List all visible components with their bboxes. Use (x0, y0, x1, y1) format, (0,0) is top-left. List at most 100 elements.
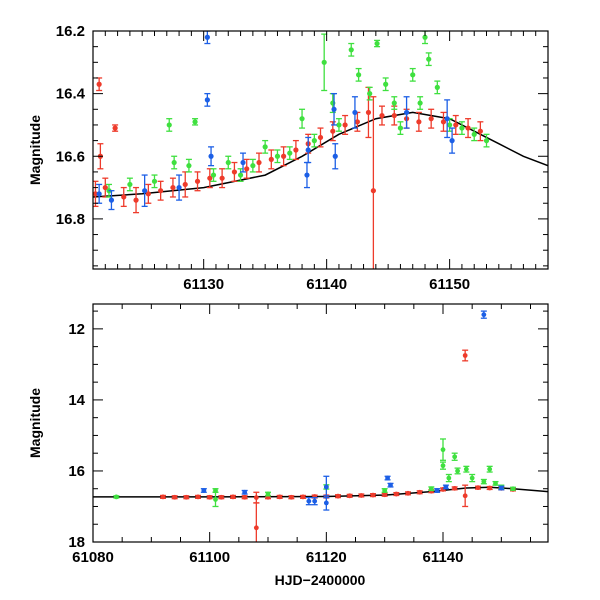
top-green-point (374, 40, 380, 47)
top-green-point (262, 144, 268, 150)
top-y-tick-label: 16.4 (56, 86, 86, 103)
top-blue-point (352, 109, 358, 116)
top-blue-point (305, 147, 311, 153)
top-y-tick-label: 16.2 (56, 23, 85, 40)
top-green-point (397, 125, 404, 131)
top-blue-point (444, 116, 450, 122)
bottom-red-point (475, 485, 481, 491)
bottom-red-point (487, 485, 493, 491)
top-red-point (281, 153, 287, 159)
bottom-blue-point (434, 488, 440, 493)
top-green-point (459, 125, 465, 131)
top-green-point (471, 131, 477, 137)
bottom-red-point (370, 492, 376, 498)
bottom-red-point (253, 525, 259, 531)
bottom-red-point (230, 494, 236, 500)
top-blue-point (240, 159, 246, 166)
bottom-green-point (452, 454, 458, 460)
top-green-point (383, 81, 389, 87)
top-points-layer (93, 31, 490, 269)
top-green-point (356, 72, 362, 78)
top-green-point (426, 56, 432, 62)
bottom-red-point (417, 489, 423, 495)
top-green-point (287, 150, 293, 156)
bottom-red-point (207, 494, 213, 500)
bottom-green-point (382, 488, 388, 493)
top-blue-point (331, 106, 337, 112)
bottom-green-point (428, 486, 434, 492)
bottom-red-point (277, 494, 283, 500)
bottom-blue-point (323, 500, 329, 506)
top-red-point (170, 184, 176, 191)
bottom-y-tick-label: 14 (68, 392, 85, 409)
top-red-point (342, 122, 348, 128)
bottom-blue-point (323, 484, 329, 490)
bottom-red-point (172, 494, 178, 500)
top-red-point (133, 197, 139, 203)
top-red-point (102, 184, 108, 191)
top-red-point (354, 119, 360, 125)
top-red-point (268, 156, 274, 162)
top-green-point (299, 116, 305, 122)
bottom-red-point (382, 492, 388, 498)
top-green-point (311, 138, 317, 144)
bottom-y-tick-label: 12 (68, 321, 85, 338)
bottom-x-tick-label: 61100 (189, 549, 230, 566)
top-blue-point (204, 97, 210, 103)
top-green-point (410, 72, 416, 78)
top-green-point (151, 178, 158, 184)
top-blue-point (176, 184, 182, 191)
top-model-curve (93, 111, 548, 198)
top-red-point (370, 188, 376, 194)
top-green-point (166, 122, 172, 128)
top-blue-point (208, 153, 214, 159)
top-red-point (121, 194, 127, 200)
top-red-point (145, 191, 151, 197)
bottom-red-point (462, 353, 468, 358)
top-green-point (417, 100, 423, 106)
bottom-blue-point (388, 482, 393, 488)
bottom-green-point (113, 494, 119, 500)
top-red-point (158, 188, 164, 194)
top-panel-zoom: 61130 61140 61150 16.2 16.4 16.6 16.8 Magnitud… (27, 23, 549, 293)
bottom-series-blue (200, 310, 505, 511)
top-red-point (194, 178, 201, 184)
bottom-y-tick-label: 16 (68, 463, 85, 480)
bottom-green-point (440, 447, 446, 453)
bottom-x-tick-label: 61120 (306, 549, 347, 566)
top-red-point (465, 125, 471, 131)
bottom-red-point (160, 494, 166, 500)
top-series-red (93, 77, 484, 269)
top-green-point (422, 34, 428, 40)
top-green-point (391, 100, 397, 106)
top-red-point (477, 128, 483, 134)
top-green-point (250, 163, 256, 169)
top-red-point (244, 166, 250, 172)
top-green-point (225, 159, 231, 166)
top-red-point (96, 81, 102, 87)
bottom-red-point (335, 493, 341, 499)
top-red-point (93, 191, 99, 197)
bottom-red-point (242, 494, 248, 500)
bottom-x-axis-label: HJD−2400000 (275, 572, 366, 588)
top-green-point (367, 91, 373, 97)
top-y-axis-label: Magnitude (27, 115, 43, 185)
top-blue-point (403, 109, 410, 116)
bottom-green-point (469, 475, 475, 481)
bottom-x-tick-label: 61080 (72, 549, 114, 566)
bottom-y-tick-label: 18 (68, 534, 85, 551)
top-blue-point (108, 197, 115, 203)
bottom-red-point (452, 485, 458, 491)
top-blue-point (304, 172, 310, 178)
bottom-blue-point (385, 475, 390, 481)
top-blue-point (204, 34, 210, 40)
bottom-green-point (213, 488, 218, 493)
bottom-red-point (183, 494, 189, 500)
bottom-red-point (288, 494, 294, 500)
top-green-point (348, 47, 354, 53)
top-red-point (231, 169, 238, 175)
top-red-point (440, 119, 447, 125)
bottom-red-point (358, 493, 364, 498)
top-blue-point (142, 188, 148, 194)
top-x-tick-label: 61130 (183, 276, 224, 293)
